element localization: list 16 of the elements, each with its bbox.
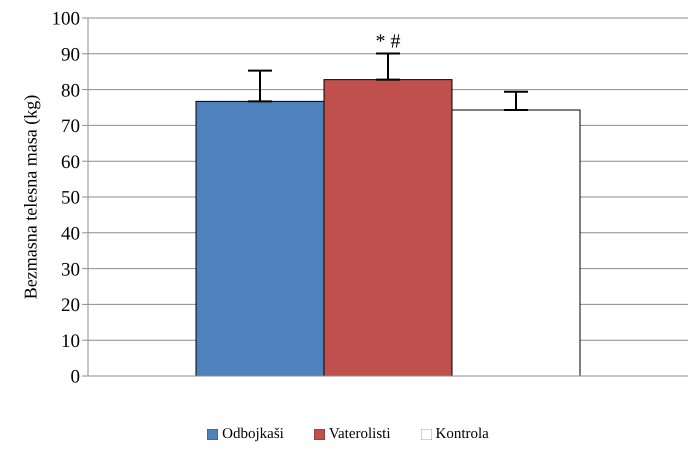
y-tick-label: 40 [61,224,80,245]
y-tick-label: 30 [61,259,80,280]
y-tick-label: 80 [61,80,80,102]
y-tick-label: 100 [52,8,80,30]
legend-label: Vaterolisti [328,426,390,442]
y-tick-label: 60 [61,152,80,173]
y-axis-title: Bezmasna telesna masa (kg) [20,94,40,300]
y-tick-label: 90 [61,44,80,66]
legend-label: Odbojkaši [222,426,284,442]
annotation: * # [376,30,400,53]
y-tick-label: 0 [70,366,80,388]
y-tick-label: 50 [61,188,80,209]
legend-label: Kontrola [436,426,489,442]
y-tick-label: 10 [61,330,80,352]
y-tick-label: 20 [61,295,80,316]
y-tick-label: 70 [61,116,80,138]
